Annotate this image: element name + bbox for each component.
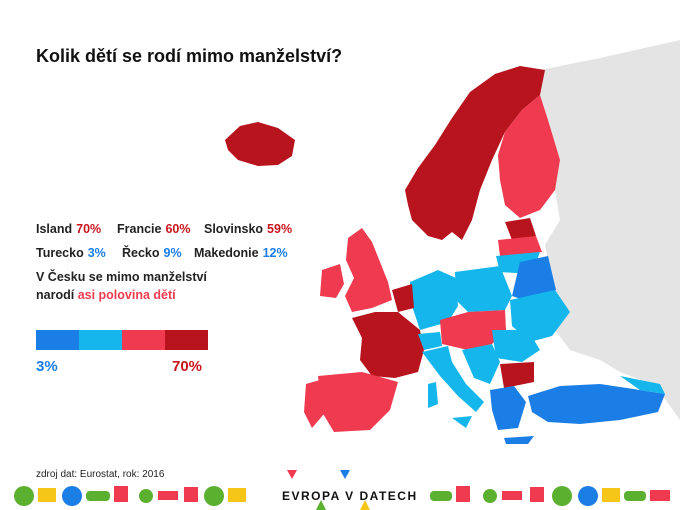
car-icon-2: [430, 491, 452, 501]
region-sardinia: [428, 382, 438, 408]
stat-macedonia: Makedonie 12%: [194, 246, 288, 260]
source-note: zdroj dat: Eurostat, rok: 2016: [36, 469, 165, 480]
region-ukraine: [510, 290, 570, 342]
tree-icon-2: [204, 486, 224, 506]
chart-icon-3: [602, 488, 620, 502]
legend-min-label: 3%: [36, 358, 58, 375]
car-icon: [86, 491, 110, 501]
chart-icon: [38, 488, 56, 502]
legend-swatch-4: [165, 330, 208, 350]
stat-slovenia: Slovinsko 59%: [204, 222, 292, 236]
note-line-2: narodí asi polovina dětí: [36, 286, 207, 304]
stat-greece: Řecko 9%: [122, 246, 182, 260]
stat-country: Turecko: [36, 246, 84, 260]
chart-icon-2: [228, 488, 246, 502]
legend-max-label: 70%: [172, 358, 203, 375]
note-highlight: asi polovina dětí: [77, 288, 176, 302]
region-estonia: [505, 218, 536, 240]
region-ireland: [320, 264, 344, 298]
region-latvia: [498, 236, 542, 256]
stat-value: 12%: [262, 246, 288, 260]
region-romania: [492, 330, 540, 362]
note-prefix: narodí: [36, 288, 75, 302]
stat-value: 3%: [87, 246, 106, 260]
region-poland: [455, 266, 512, 312]
color-legend: [36, 330, 208, 350]
globe-icon-2: [578, 486, 598, 506]
stat-value: 9%: [163, 246, 182, 260]
region-bulgaria: [500, 362, 534, 388]
region-iceland: [225, 122, 295, 166]
lamp-icon-2: [456, 486, 470, 502]
triangle-icon-4: [360, 500, 370, 510]
stat-island: Island 70%: [36, 222, 101, 236]
region-italy: [422, 346, 484, 412]
legend-swatch-2: [79, 330, 122, 350]
building-icon-2: [530, 487, 544, 502]
page-title: Kolik dětí se rodí mimo manželství?: [36, 46, 343, 66]
stat-country: Slovinsko: [204, 222, 264, 236]
region-spain: [318, 372, 398, 432]
gear-icon: [139, 489, 153, 503]
region-scandinavia: [405, 66, 545, 240]
region-central-red: [440, 310, 506, 350]
region-balkans: [462, 344, 500, 384]
region-germany: [410, 270, 458, 330]
stat-country: Řecko: [122, 246, 160, 260]
triangle-icon: [287, 470, 297, 479]
decorative-icon-strip: [14, 470, 670, 510]
stat-country: Francie: [117, 222, 162, 236]
region-belarus: [512, 256, 556, 302]
region-crete: [504, 436, 534, 444]
region-turkey: [528, 384, 665, 424]
gear-icon-2: [483, 489, 497, 503]
building-icon: [184, 487, 198, 502]
stat-value: 59%: [267, 222, 293, 236]
fence-icon: [158, 491, 178, 500]
region-benelux: [392, 284, 414, 312]
stat-france: Francie 60%: [117, 222, 191, 236]
stat-country: Island: [36, 222, 73, 236]
triangle-icon-3: [316, 500, 326, 510]
stat-turkey: Turecko 3%: [36, 246, 106, 260]
legend-swatch-3: [122, 330, 165, 350]
region-finland: [498, 95, 560, 218]
region-caucasus: [620, 376, 665, 394]
bench-icon: [650, 490, 670, 501]
region-sicily: [452, 416, 472, 428]
globe-icon: [62, 486, 82, 506]
tree-icon: [14, 486, 34, 506]
tree-icon-3: [552, 486, 572, 506]
car-icon-3: [624, 491, 646, 501]
fence-icon-2: [502, 491, 522, 500]
legend-swatch-1: [36, 330, 79, 350]
region-portugal: [304, 380, 324, 428]
region-russia: [540, 40, 680, 420]
region-greece: [490, 386, 526, 430]
lamp-icon: [114, 486, 128, 502]
brand-logo: EVROPA V DATECH: [282, 489, 418, 503]
region-france: [352, 312, 424, 378]
region-switzerland: [418, 332, 442, 350]
triangle-icon-2: [340, 470, 350, 479]
region-uk: [345, 228, 392, 312]
note-line-1: V Česku se mimo manželství: [36, 270, 207, 284]
stat-value: 70%: [76, 222, 102, 236]
stat-country: Makedonie: [194, 246, 259, 260]
stat-value: 60%: [165, 222, 191, 236]
czech-note: V Česku se mimo manželství narodí asi po…: [36, 268, 207, 304]
